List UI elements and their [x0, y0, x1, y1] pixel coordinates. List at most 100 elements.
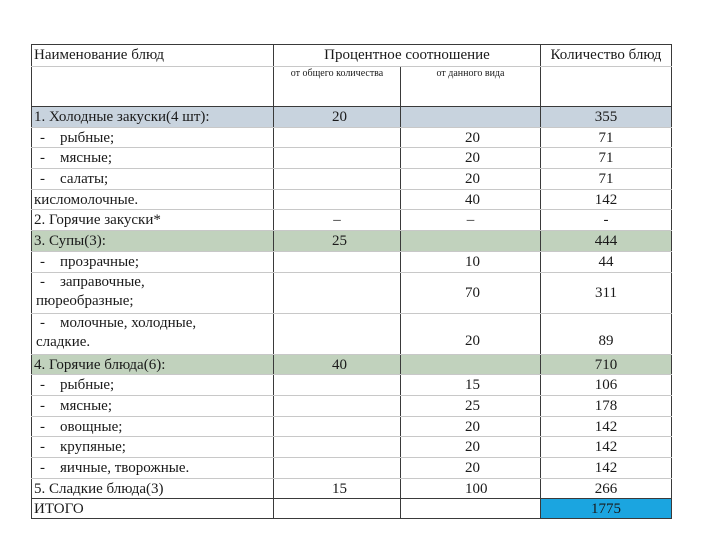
dish-count: 142 — [540, 437, 672, 457]
pct-total — [273, 189, 400, 210]
pct-type: – — [400, 210, 540, 231]
total-label: ИТОГО — [31, 499, 273, 518]
pct-total — [273, 313, 400, 354]
dish-name: 2. Горячие закуски* — [31, 210, 273, 231]
dish-count: 71 — [540, 127, 672, 148]
table-row: - рыбные; 20 71 — [31, 126, 672, 148]
dish-count: 71 — [540, 148, 672, 169]
pct-total — [273, 148, 400, 169]
dish-name: - салаты; — [31, 169, 273, 189]
dish-count: 142 — [540, 189, 672, 210]
pct-type: 10 — [400, 251, 540, 272]
dish-count: 178 — [540, 395, 672, 416]
table-row: - мясные; 25 178 — [31, 394, 672, 416]
pct-type: 20 — [400, 127, 540, 148]
header-subrow: от общего количества от данного вида — [31, 66, 672, 106]
dish-count: 44 — [540, 251, 672, 272]
header-row: Наименование блюд Процентное соотношение… — [31, 44, 672, 66]
header-pct-of-total: от общего количества — [273, 67, 400, 106]
dish-count: 106 — [540, 375, 672, 395]
pct-total: 25 — [273, 231, 400, 251]
dish-name: 3. Супы(3): — [31, 231, 273, 251]
pct-total — [273, 169, 400, 189]
header-sub-empty-count — [540, 67, 672, 106]
table-row: 1. Холодные закуски(4 шт): 20 355 — [31, 106, 672, 127]
table-row: - мясные; 20 71 — [31, 147, 672, 169]
header-sub-empty — [31, 67, 273, 106]
dish-name: - рыбные; — [31, 375, 273, 395]
pct-type — [400, 231, 540, 251]
table-row: - заправочные, пюреобразные; 70 311 — [31, 271, 672, 313]
pct-total — [273, 395, 400, 416]
pct-type — [400, 354, 540, 375]
dish-count: 355 — [540, 107, 672, 127]
header-dish-name: Наименование блюд — [31, 45, 273, 66]
dish-count: 266 — [540, 478, 672, 499]
pct-type: 20 — [400, 416, 540, 437]
dish-count: 89 — [540, 313, 672, 354]
dish-count: - — [540, 210, 672, 231]
pct-type: 20 — [400, 169, 540, 189]
pct-total: 20 — [273, 107, 400, 127]
table-row: 3. Супы(3): 25 444 — [31, 230, 672, 251]
header-pct-of-type: от данного вида — [400, 67, 540, 106]
table-row: - овощные; 20 142 — [31, 415, 672, 437]
dish-count: 311 — [540, 272, 672, 313]
pct-total — [273, 499, 400, 518]
header-dish-count: Количество блюд — [540, 45, 672, 66]
dish-name: 1. Холодные закуски(4 шт): — [31, 107, 273, 127]
dish-name: кисломолочные. — [31, 189, 273, 210]
table-row: - крупяные; 20 142 — [31, 436, 672, 457]
dish-name: - яичные, творожные. — [31, 457, 273, 478]
pct-type: 20 — [400, 437, 540, 457]
dish-count: 142 — [540, 416, 672, 437]
table-row: 4. Горячие блюда(6): 40 710 — [31, 353, 672, 375]
dish-name: - рыбные; — [31, 127, 273, 148]
pct-total — [273, 127, 400, 148]
pct-total — [273, 437, 400, 457]
table-row: 5. Сладкие блюда(3) 15 100 266 — [31, 477, 672, 499]
dish-count: 142 — [540, 457, 672, 478]
pct-type — [400, 499, 540, 518]
pct-type — [400, 107, 540, 127]
dishes-table: Наименование блюд Процентное соотношение… — [31, 44, 672, 519]
table-row: - молочные, холодные, сладкие. 20 89 — [31, 312, 672, 354]
pct-type: 100 — [400, 478, 540, 499]
total-row: ИТОГО 1775 — [31, 498, 672, 519]
table-row: - салаты; 20 71 — [31, 168, 672, 189]
pct-total: 40 — [273, 354, 400, 375]
dish-name: - мясные; — [31, 148, 273, 169]
dish-name: - прозрачные; — [31, 251, 273, 272]
dish-count: 71 — [540, 169, 672, 189]
table-row: - яичные, творожные. 20 142 — [31, 456, 672, 478]
table-row: - рыбные; 15 106 — [31, 374, 672, 395]
pct-total — [273, 457, 400, 478]
pct-total — [273, 251, 400, 272]
pct-type: 20 — [400, 457, 540, 478]
total-count: 1775 — [540, 499, 672, 518]
dish-name: - молочные, холодные, сладкие. — [31, 313, 273, 354]
dish-name: 4. Горячие блюда(6): — [31, 354, 273, 375]
pct-type: 25 — [400, 395, 540, 416]
pct-type: 70 — [400, 272, 540, 313]
dish-count: 444 — [540, 231, 672, 251]
pct-total: – — [273, 210, 400, 231]
dish-count: 710 — [540, 354, 672, 375]
dish-name: - овощные; — [31, 416, 273, 437]
table-row: кисломолочные. 40 142 — [31, 188, 672, 210]
pct-type: 40 — [400, 189, 540, 210]
table-row: 2. Горячие закуски* – – - — [31, 209, 672, 231]
pct-type: 20 — [400, 313, 540, 354]
dish-name: - заправочные, пюреобразные; — [31, 272, 273, 313]
table-row: - прозрачные; 10 44 — [31, 250, 672, 272]
pct-total: 15 — [273, 478, 400, 499]
header-percent-ratio: Процентное соотношение — [273, 45, 540, 66]
pct-total — [273, 416, 400, 437]
dish-name: 5. Сладкие блюда(3) — [31, 478, 273, 499]
pct-total — [273, 375, 400, 395]
pct-type: 15 — [400, 375, 540, 395]
pct-total — [273, 272, 400, 313]
pct-type: 20 — [400, 148, 540, 169]
dish-name: - крупяные; — [31, 437, 273, 457]
dish-name: - мясные; — [31, 395, 273, 416]
